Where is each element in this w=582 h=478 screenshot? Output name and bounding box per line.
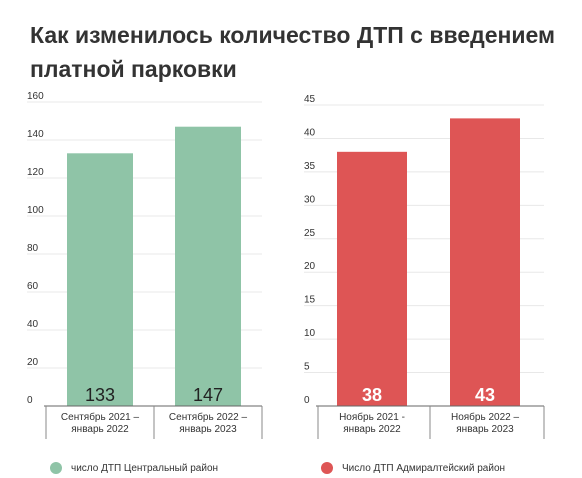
bar [67, 153, 133, 406]
y-tick-label: 20 [304, 261, 316, 272]
y-tick-label: 60 [27, 281, 39, 292]
y-tick-label: 10 [304, 328, 316, 339]
x-tick-label: январь 2023 [456, 424, 514, 435]
y-tick-label: 30 [304, 194, 316, 205]
y-tick-label: 45 [304, 94, 316, 105]
legend-label-admiralteysky: Число ДТП Адмиралтейский район [342, 462, 506, 474]
y-tick-label: 160 [27, 91, 44, 102]
y-tick-label: 35 [304, 161, 316, 172]
x-tick-label: Ноябрь 2022 – [451, 411, 520, 423]
legend-marker-admiralteysky [321, 462, 333, 474]
legend-label-central: число ДТП Центральный район [71, 462, 219, 474]
data-label: 38 [362, 385, 382, 405]
bar [175, 126, 241, 406]
legend-item-admiralteysky: Число ДТП Адмиралтейский район [321, 462, 505, 474]
y-tick-label: 20 [27, 357, 39, 368]
y-tick-label: 0 [27, 395, 33, 406]
y-tick-label: 40 [27, 319, 39, 330]
x-tick-label: Сентябрь 2022 – [169, 411, 248, 423]
x-tick-label: январь 2022 [343, 424, 401, 435]
y-tick-label: 80 [27, 243, 39, 254]
y-tick-label: 25 [304, 228, 316, 239]
data-label: 43 [475, 385, 495, 405]
y-tick-label: 40 [304, 127, 316, 138]
data-label: 147 [193, 385, 223, 405]
x-tick-label: Сентябрь 2021 – [61, 411, 140, 423]
y-tick-label: 5 [304, 362, 310, 373]
y-tick-label: 0 [304, 395, 310, 406]
chart-central-district: 0 20 40 60 80 100 120 140 160 133 147 Сентябрь 2021… [27, 91, 263, 439]
x-tick-label: январь 2022 [71, 424, 129, 435]
y-tick-label: 100 [27, 205, 44, 216]
bar [337, 151, 407, 406]
data-label: 133 [85, 385, 115, 405]
legend-marker-central [50, 462, 62, 474]
legend-item-central: число ДТП Центральный район [50, 462, 218, 474]
x-tick-label: январь 2023 [179, 424, 237, 435]
y-tick-label: 120 [27, 167, 44, 178]
bar [450, 118, 520, 406]
y-tick-label: 140 [27, 129, 44, 140]
x-tick-label: Ноябрь 2021 - [339, 411, 405, 423]
y-tick-label: 15 [304, 295, 316, 306]
chart-title: Как изменилось количество ДТП с введение… [30, 22, 556, 82]
